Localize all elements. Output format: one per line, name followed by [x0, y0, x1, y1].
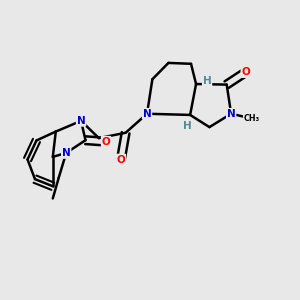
- Text: O: O: [102, 137, 110, 147]
- Text: N: N: [143, 109, 152, 119]
- Text: N: N: [77, 116, 85, 126]
- Text: H: H: [183, 121, 192, 130]
- Text: CH₃: CH₃: [244, 114, 260, 123]
- Text: N: N: [227, 109, 236, 119]
- Text: O: O: [116, 154, 125, 164]
- Text: O: O: [241, 67, 250, 77]
- Text: H: H: [203, 76, 212, 86]
- Text: N: N: [62, 148, 70, 158]
